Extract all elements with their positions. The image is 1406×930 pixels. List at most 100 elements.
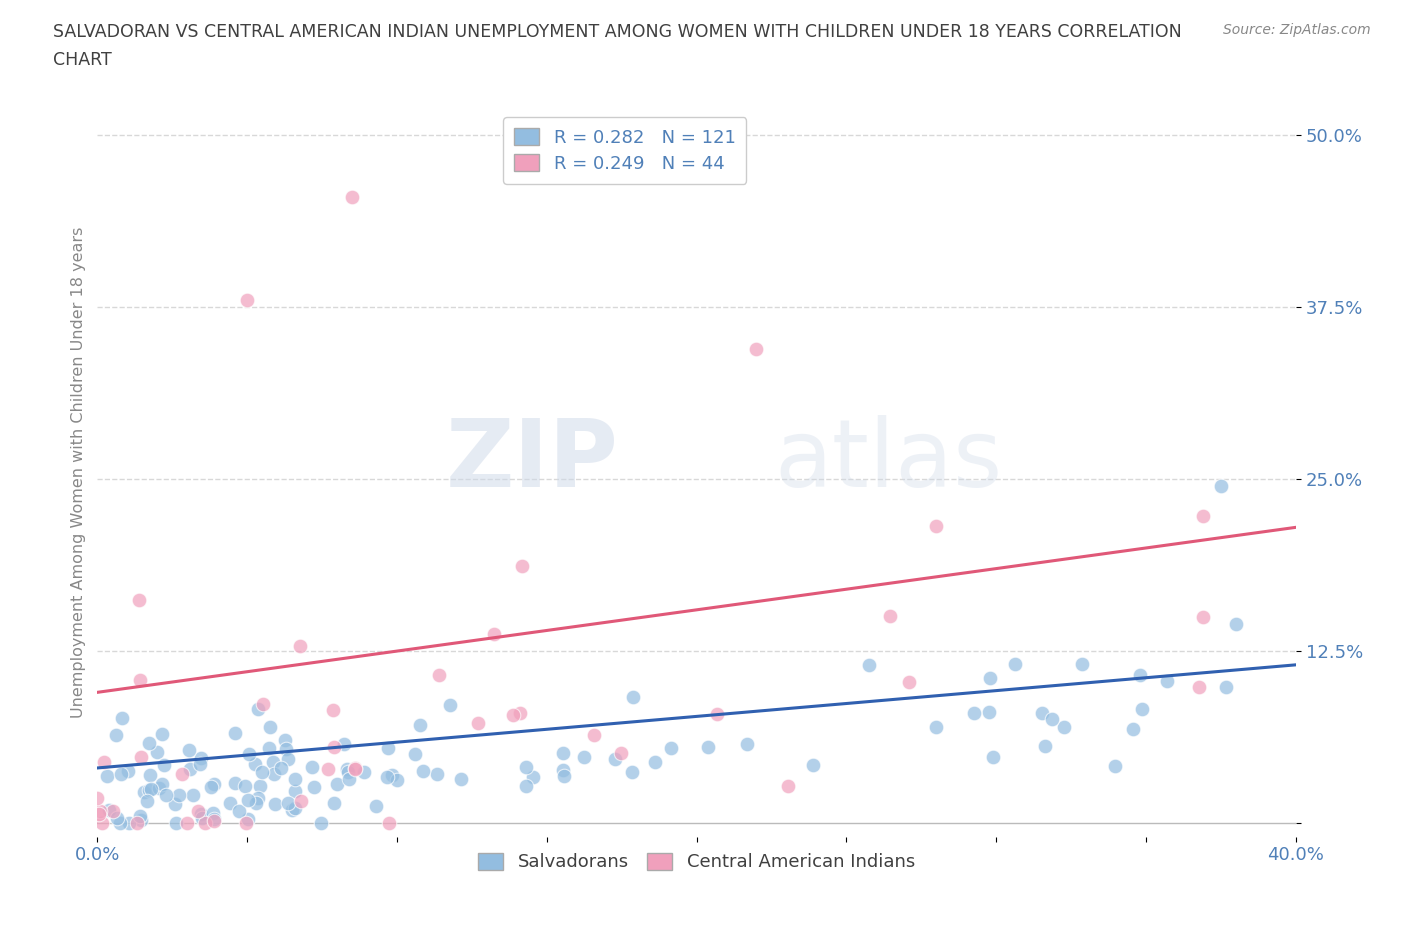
Point [243,757,266,772]
Point [925,719,948,734]
Point [259,720,281,735]
Point [610,746,633,761]
Text: atlas: atlas [775,416,1002,508]
Point [1004,657,1026,671]
Point [219,795,242,810]
Point [510,558,533,573]
Point [551,763,574,777]
Point [404,747,426,762]
Point [316,762,339,777]
Point [1042,711,1064,726]
Point [290,793,312,808]
Point [302,779,325,794]
Point [145,745,167,760]
Point [1188,679,1211,694]
Point [337,772,360,787]
Point [572,750,595,764]
Point [202,811,225,826]
Point [105,811,128,826]
Y-axis label: Unemployment Among Women with Children Under 18 years: Unemployment Among Women with Children U… [72,227,86,718]
Text: SALVADORAN VS CENTRAL AMERICAN INDIAN UNEMPLOYMENT AMONG WOMEN WITH CHILDREN UND: SALVADORAN VS CENTRAL AMERICAN INDIAN UN… [53,23,1182,41]
Point [235,778,257,793]
Point [1156,673,1178,688]
Point [322,702,344,717]
Point [101,804,124,818]
Point [108,816,131,830]
Point [252,697,274,711]
Point [482,627,505,642]
Point [340,190,363,205]
Point [381,768,404,783]
Point [190,810,212,825]
Point [127,816,149,830]
Point [110,711,132,725]
Point [1191,609,1213,624]
Point [249,778,271,793]
Point [375,769,398,784]
Point [148,780,170,795]
Point [153,757,176,772]
Point [155,788,177,803]
Point [336,764,359,779]
Point [323,739,346,754]
Point [129,750,152,764]
Point [620,764,643,779]
Point [277,795,299,810]
Point [979,704,1001,719]
Point [522,769,544,784]
Point [309,816,332,830]
Point [228,804,250,818]
Point [450,772,472,787]
Point [87,806,110,821]
Point [270,761,292,776]
Point [284,783,307,798]
Point [409,718,432,733]
Point [515,778,537,793]
Point [1033,738,1056,753]
Point [621,690,644,705]
Point [274,733,297,748]
Point [200,779,222,794]
Point [963,705,986,720]
Point [343,761,366,776]
Point [86,790,108,805]
Point [603,751,626,766]
Point [553,768,575,783]
Point [183,788,205,803]
Point [697,739,720,754]
Point [150,726,173,741]
Point [238,792,260,807]
Point [176,816,198,830]
Legend: Salvadorans, Central American Indians: Salvadorans, Central American Indians [471,845,922,879]
Point [801,757,824,772]
Point [202,777,225,791]
Point [439,698,461,712]
Point [139,781,162,796]
Point [194,816,217,830]
Point [259,740,281,755]
Point [981,750,1004,764]
Point [301,760,323,775]
Point [353,764,375,779]
Point [1215,680,1237,695]
Point [284,772,307,787]
Point [165,797,187,812]
Point [276,741,298,756]
Point [1122,722,1144,737]
Point [179,743,201,758]
Point [344,761,367,776]
Point [1071,657,1094,671]
Point [110,766,132,781]
Text: Source: ZipAtlas.com: Source: ZipAtlas.com [1223,23,1371,37]
Point [366,798,388,813]
Point [644,754,666,769]
Point [323,795,346,810]
Point [96,768,118,783]
Point [288,638,311,653]
Point [224,776,246,790]
Point [1031,706,1053,721]
Point [1192,509,1215,524]
Point [187,804,209,818]
Point [246,791,269,806]
Point [377,740,399,755]
